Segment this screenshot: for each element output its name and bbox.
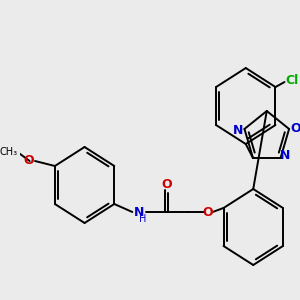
Text: N: N bbox=[280, 148, 290, 161]
Text: O: O bbox=[23, 154, 34, 166]
Text: H: H bbox=[140, 214, 147, 224]
Text: CH₃: CH₃ bbox=[0, 147, 18, 157]
Text: Cl: Cl bbox=[285, 74, 298, 86]
Text: O: O bbox=[290, 122, 300, 136]
Text: N: N bbox=[233, 124, 243, 137]
Text: N: N bbox=[134, 206, 145, 220]
Text: O: O bbox=[203, 206, 213, 218]
Text: O: O bbox=[161, 178, 172, 191]
